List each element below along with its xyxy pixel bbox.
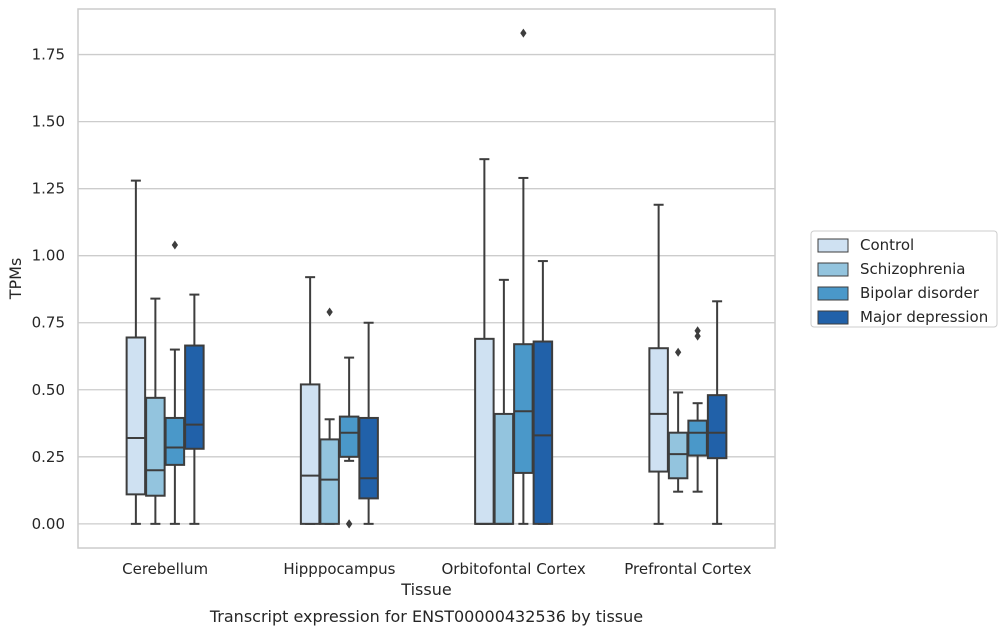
box-group (299, 276, 321, 525)
box-group (667, 347, 689, 493)
box-group (493, 278, 515, 525)
box-group (184, 293, 205, 525)
box-group (338, 356, 360, 529)
box (706, 394, 728, 460)
box (299, 383, 321, 525)
x-tick-label: Hipppocampus (283, 560, 395, 578)
box (184, 344, 205, 450)
box-group (687, 326, 708, 493)
legend-label: Schizophrenia (860, 260, 965, 278)
outlier-point (694, 331, 701, 341)
y-tick-label: 1.50 (32, 113, 65, 131)
box-group (358, 321, 379, 525)
box (125, 336, 147, 496)
y-tick-label: 0.75 (32, 314, 65, 332)
outlier-point (520, 28, 527, 38)
outlier-point (171, 240, 179, 250)
y-tick-label: 0.25 (32, 448, 65, 466)
outlier-point (345, 519, 353, 529)
box-group (532, 260, 554, 525)
legend-label: Bipolar disorder (860, 284, 980, 302)
legend-swatch (817, 310, 849, 325)
box-group (145, 297, 166, 525)
box-group (164, 240, 186, 525)
legend: Control Schizophrenia Bipolar disorder Majo… (810, 230, 998, 328)
outlier-point (694, 326, 701, 336)
box (145, 396, 166, 497)
x-tick-label: Prefrontal Cortex (624, 560, 751, 578)
legend-frame (810, 230, 998, 328)
box (513, 343, 534, 474)
y-tick-label: 1.75 (32, 46, 65, 64)
box (474, 337, 495, 525)
outlier-point (326, 307, 333, 317)
x-tick-label: Orbitofontal Cortex (442, 560, 586, 578)
x-axis-title: Tissue (400, 580, 451, 599)
box (338, 415, 360, 458)
legend-label: Major depression (860, 308, 988, 326)
x-tick-label: Cerebellum (122, 560, 208, 578)
box (358, 416, 379, 500)
box-group (648, 203, 669, 525)
y-axis-title: TPMs (6, 258, 25, 301)
box-group (513, 28, 534, 525)
box (687, 419, 708, 457)
y-tick-label: 1.25 (32, 180, 65, 198)
box (532, 340, 554, 525)
box (164, 416, 186, 466)
y-tick-label: 1.00 (32, 247, 65, 265)
legend-label: Control (860, 236, 914, 254)
box-group (319, 307, 340, 525)
y-tick-labels: 0.00 0.25 0.50 0.75 1.00 1.25 1.50 1.75 (32, 46, 65, 533)
box-group (706, 300, 728, 525)
box-group (474, 158, 495, 525)
box (648, 347, 669, 473)
figure-caption: Transcript expression for ENST0000043253… (209, 607, 643, 626)
box (319, 438, 340, 525)
box-group (125, 179, 147, 525)
box-layer (125, 28, 728, 529)
plot-frame (77, 8, 776, 549)
legend-swatch (817, 238, 849, 253)
box (667, 431, 689, 480)
y-tick-label: 0.50 (32, 381, 65, 399)
legend-swatch (817, 286, 849, 301)
y-tick-label: 0.00 (32, 515, 65, 533)
outlier-point (674, 347, 682, 357)
box (493, 412, 515, 525)
legend-swatch (817, 262, 849, 277)
x-tick-labels: Cerebellum Hipppocampus Orbitofontal Corte… (122, 560, 751, 578)
